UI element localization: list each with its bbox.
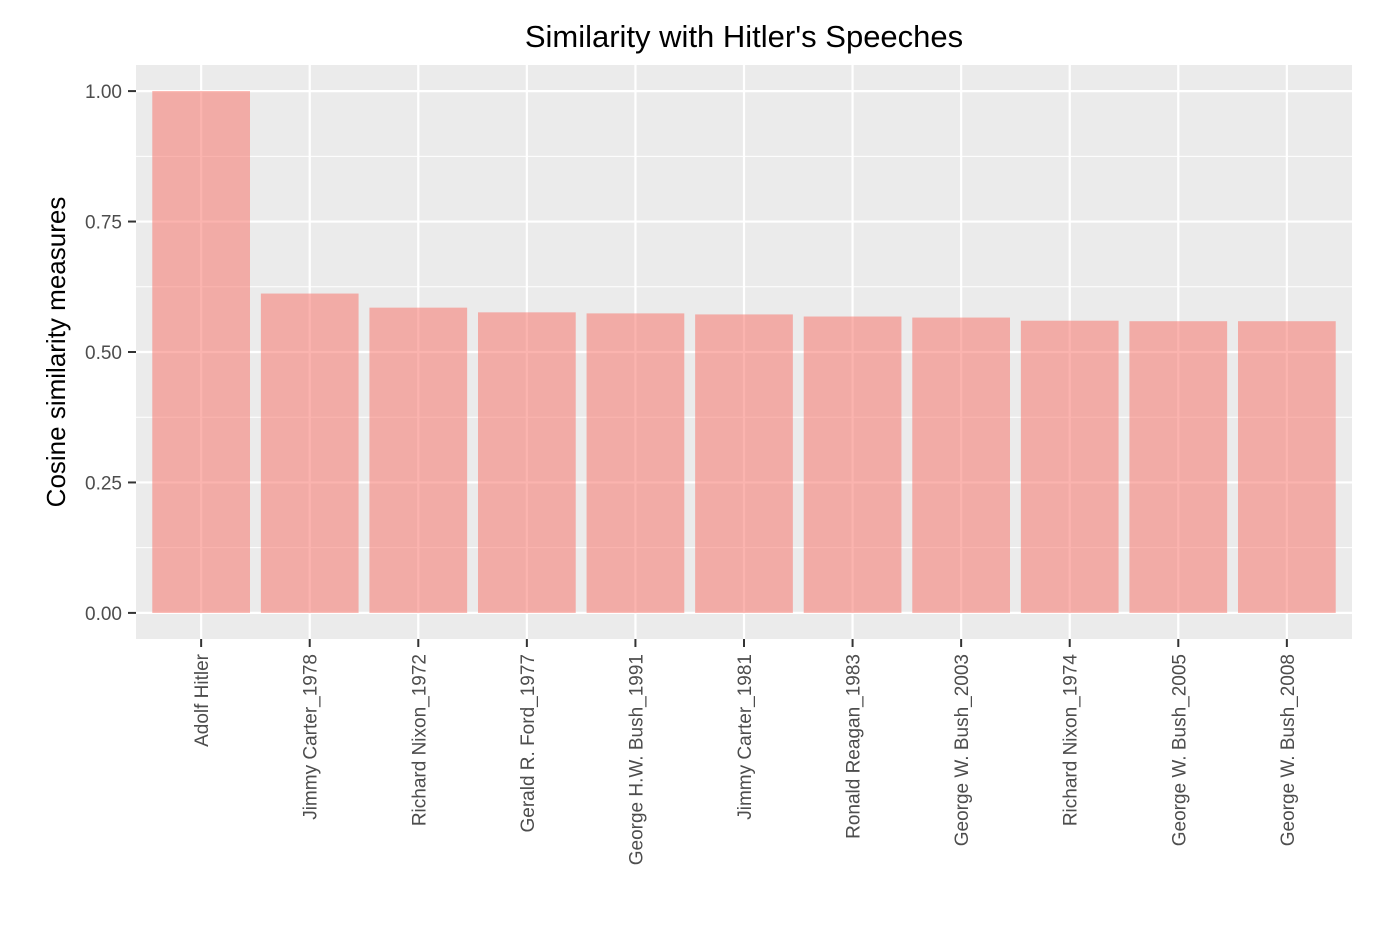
y-tick-label: 0.25	[85, 473, 122, 494]
x-tick-label: Adolf Hitler	[192, 653, 213, 747]
y-tick-label: 0.00	[85, 604, 122, 625]
x-tick-label: Richard Nixon_1974	[1061, 654, 1082, 827]
bar	[803, 316, 902, 613]
y-tick-label: 1.00	[85, 82, 122, 103]
bar	[1129, 321, 1228, 613]
y-tick-label: 0.75	[85, 213, 122, 234]
x-tick-label: George W. Bush_2003	[952, 654, 973, 846]
x-tick-label: Richard Nixon_1972	[409, 654, 430, 826]
bars	[152, 91, 1336, 613]
bar	[152, 91, 250, 613]
x-tick-label: Ronald Reagan_1983	[844, 654, 865, 839]
bar	[1238, 321, 1336, 613]
bar	[369, 307, 468, 613]
chart-title: Similarity with Hitler's Speeches	[525, 19, 963, 54]
y-tick-label: 0.50	[85, 343, 122, 364]
y-axis-title: Cosine similarity measures	[41, 197, 71, 508]
bar	[912, 317, 1010, 613]
x-tick-label: George W. Bush_2008	[1278, 654, 1299, 846]
x-tick-label: George W. Bush_2005	[1169, 654, 1190, 846]
x-axis: Adolf Hitler Jimmy Carter_1978 Richard Nix…	[192, 639, 1299, 865]
x-tick-label: Jimmy Carter_1978	[301, 654, 322, 820]
bar	[1020, 320, 1119, 613]
x-tick-label: Jimmy Carter_1981	[735, 654, 756, 820]
bar	[586, 313, 685, 613]
bar	[478, 312, 576, 613]
bar	[695, 314, 793, 613]
x-tick-label: Gerald R. Ford_1977	[518, 654, 539, 833]
y-axis: 0.00 0.25 0.50 0.75 1.00	[85, 82, 136, 625]
x-tick-label: George H.W. Bush_1991	[626, 654, 647, 865]
bar	[260, 293, 359, 613]
